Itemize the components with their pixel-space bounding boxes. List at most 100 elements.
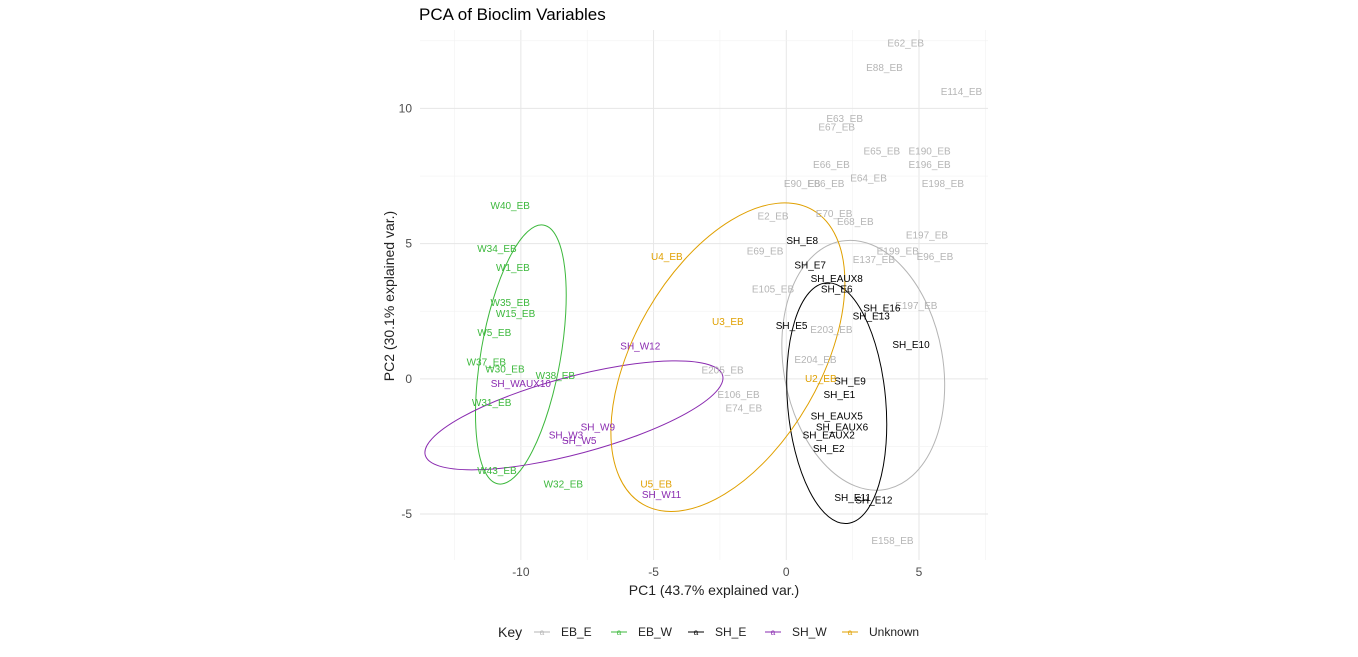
- y-tick-label: 5: [405, 237, 412, 251]
- point-label: U4_EB: [651, 252, 683, 263]
- ellipse-sh-w: [424, 360, 724, 471]
- point-label: E198_EB: [922, 179, 965, 190]
- point-label: SH_EAUX2: [803, 431, 856, 442]
- point-label: E64_EB: [850, 174, 887, 185]
- point-label: E74_EB: [725, 404, 762, 415]
- point-label: E158_EB: [871, 536, 914, 547]
- point-label: E70_EB: [816, 209, 853, 220]
- point-label: W32_EB: [544, 479, 584, 490]
- point-label: W40_EB: [491, 201, 531, 212]
- point-label: W1_EB: [496, 263, 530, 274]
- point-label: SH_EAUX6: [816, 423, 869, 434]
- x-tick-label: 5: [916, 565, 923, 579]
- point-label: E106_EB: [717, 390, 760, 401]
- ellipse-eb-w: [474, 224, 567, 485]
- ellipse-eb-e: [781, 239, 946, 491]
- legend: Key a EB_E a EB_W a SH_E a SH_W a Unknown: [498, 624, 919, 640]
- x-tick-label: -5: [648, 565, 659, 579]
- point-label: SH_W11: [642, 490, 682, 501]
- point-label: E190_EB: [908, 147, 951, 158]
- point-label: SH_E9: [834, 377, 866, 388]
- axis-ticks: -10 -5 0 5 -5 0 5 10: [399, 101, 923, 579]
- x-tick-label: 0: [783, 565, 790, 579]
- legend-label: EB_W: [638, 625, 673, 639]
- point-label: E86_EB: [808, 179, 845, 190]
- point-label: W5_EB: [477, 328, 511, 339]
- point-label: E2_EB: [757, 212, 788, 223]
- point-label: SH_E1: [824, 390, 856, 401]
- point-label: E66_EB: [813, 160, 850, 171]
- ellipse-unknown: [610, 202, 846, 512]
- point-label: W38_EB: [536, 371, 576, 382]
- point-label: E88_EB: [866, 63, 903, 74]
- legend-key-glyph: a: [848, 628, 853, 637]
- legend-item: a EB_E: [534, 625, 592, 639]
- point-label: SH_WAUX10: [491, 379, 552, 390]
- point-label: E204_EB: [794, 355, 837, 366]
- point-label: SH_E11: [834, 493, 871, 504]
- point-label: E197_EB: [895, 301, 938, 312]
- point-label: W34_EB: [477, 244, 517, 255]
- point-label: E205_EB: [701, 366, 744, 377]
- point-label: W37_EB: [467, 358, 507, 369]
- legend-label: SH_E: [715, 625, 746, 639]
- point-label: SH_E2: [813, 444, 845, 455]
- point-label: W35_EB: [491, 298, 531, 309]
- x-axis-title: PC1 (43.7% explained var.): [629, 582, 799, 598]
- point-label: W31_EB: [472, 398, 512, 409]
- point-label: SH_EAUX8: [811, 274, 864, 285]
- point-label: SH_W9: [581, 423, 616, 434]
- point-label: E90_EB: [784, 179, 821, 190]
- point-label: SH_E12: [855, 496, 893, 507]
- point-label: U3_EB: [712, 317, 744, 328]
- point-label: SH_E6: [821, 285, 853, 296]
- point-label: E63_EB: [826, 114, 863, 125]
- point-label: SH_E16: [863, 304, 901, 315]
- legend-key-glyph: a: [617, 628, 622, 637]
- legend-label: EB_E: [561, 625, 592, 639]
- point-label: E105_EB: [752, 285, 795, 296]
- legend-key-glyph: a: [771, 628, 776, 637]
- point-label: E197_EB: [906, 231, 949, 242]
- point-label: SH_E8: [786, 236, 818, 247]
- point-label: SH_W5: [562, 436, 597, 447]
- legend-item: a EB_W: [611, 625, 673, 639]
- legend-label: SH_W: [792, 625, 827, 639]
- legend-item: a SH_E: [688, 625, 746, 639]
- confidence-ellipses: [424, 202, 946, 525]
- point-label: E67_EB: [818, 122, 855, 133]
- point-label: SH_E13: [853, 312, 891, 323]
- point-label: U5_EB: [640, 479, 672, 490]
- point-label: E203_EB: [810, 325, 853, 336]
- legend-item: a Unknown: [842, 625, 919, 639]
- y-axis-title: PC2 (30.1% explained var.): [381, 211, 397, 381]
- legend-key-glyph: a: [540, 628, 545, 637]
- point-label: E199_EB: [877, 247, 920, 258]
- point-label: E65_EB: [863, 147, 900, 158]
- point-label: SH_E7: [794, 260, 826, 271]
- chart-title: PCA of Bioclim Variables: [419, 5, 606, 24]
- point-label: SH_W3: [549, 431, 584, 442]
- plot-grid: [420, 30, 988, 560]
- legend-item: a SH_W: [765, 625, 827, 639]
- point-label: SH_E10: [892, 340, 930, 351]
- legend-label: Unknown: [869, 625, 919, 639]
- point-label: W43_EB: [477, 466, 517, 477]
- point-label: W15_EB: [496, 309, 536, 320]
- y-tick-label: -5: [401, 507, 412, 521]
- point-label: E69_EB: [747, 247, 784, 258]
- point-label: E62_EB: [887, 39, 924, 50]
- point-label: E137_EB: [853, 255, 896, 266]
- point-label: E68_EB: [837, 217, 874, 228]
- x-tick-label: -10: [512, 565, 530, 579]
- y-tick-label: 0: [405, 372, 412, 386]
- legend-title: Key: [498, 624, 522, 640]
- point-label: E114_EB: [941, 87, 983, 98]
- point-label: E196_EB: [908, 160, 951, 171]
- point-label: W30_EB: [485, 364, 525, 375]
- point-label: SH_EAUX5: [811, 412, 864, 423]
- legend-key-glyph: a: [694, 628, 699, 637]
- y-tick-label: 10: [399, 101, 413, 115]
